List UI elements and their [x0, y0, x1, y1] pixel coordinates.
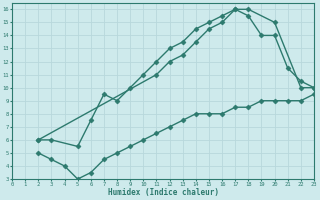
X-axis label: Humidex (Indice chaleur): Humidex (Indice chaleur): [108, 188, 219, 197]
